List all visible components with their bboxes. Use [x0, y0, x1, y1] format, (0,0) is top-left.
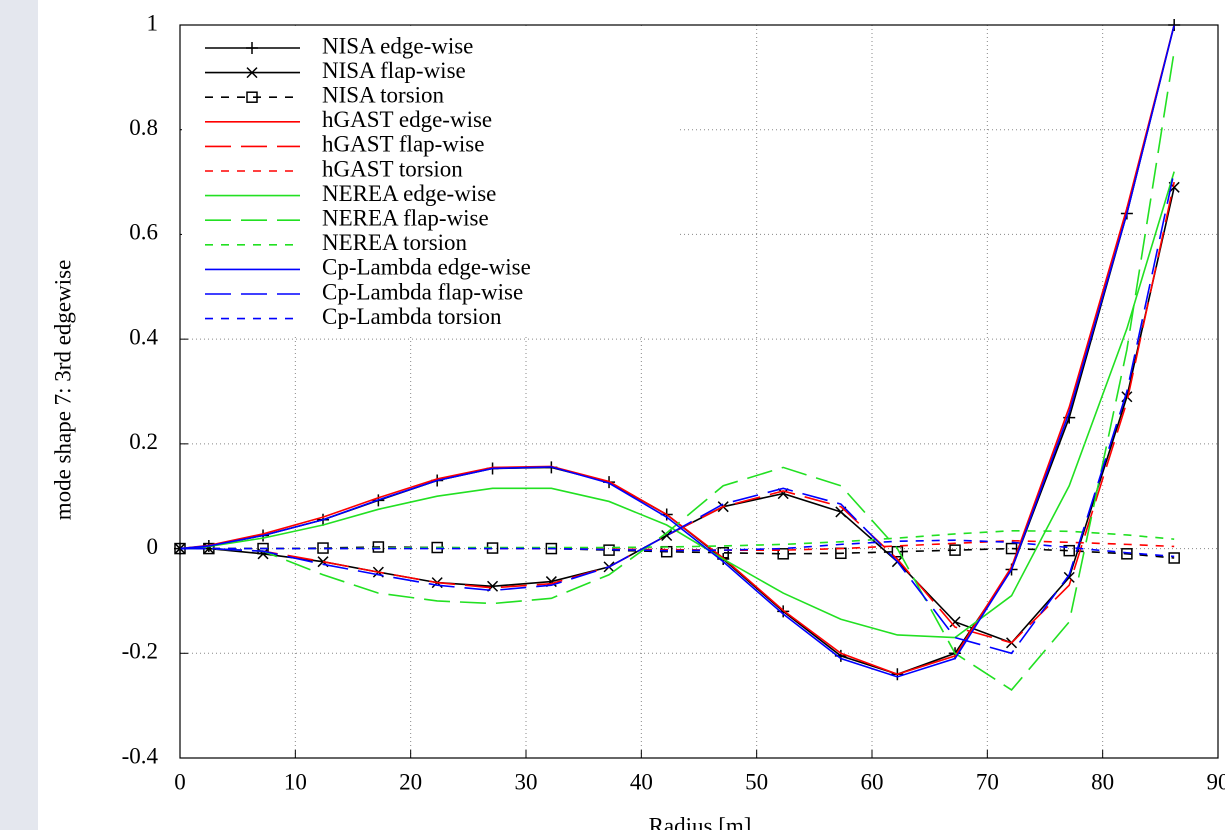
x-tick-label: 40: [630, 769, 653, 794]
x-tick-label: 10: [284, 769, 307, 794]
legend-label: Cp-Lambda flap-wise: [322, 279, 523, 304]
y-tick-label: -0.4: [122, 743, 159, 768]
series-line: [179, 24, 1175, 676]
marker: [1063, 571, 1075, 583]
legend-label: hGAST torsion: [322, 156, 463, 181]
x-tick-label: 20: [399, 769, 422, 794]
series-line: [180, 546, 1175, 559]
legend-label: NEREA edge-wise: [322, 181, 496, 206]
marker: [949, 616, 961, 628]
x-tick-label: 30: [515, 769, 538, 794]
marker: [1168, 552, 1180, 564]
legend-label: hGAST edge-wise: [322, 107, 492, 132]
y-tick-label: 0.2: [129, 429, 158, 454]
series-line: [179, 171, 1175, 639]
legend-background: [182, 27, 677, 336]
legend-label: Cp-Lambda torsion: [322, 304, 502, 329]
marker: [1063, 544, 1075, 557]
y-tick-label: 0.8: [129, 115, 158, 140]
plot-frame: [179, 24, 1219, 759]
legend-marker: [246, 42, 258, 54]
marker: [777, 488, 789, 500]
x-tick-label: 70: [976, 769, 999, 794]
x-tick-label: 80: [1091, 769, 1114, 794]
marker: [372, 541, 385, 553]
x-axis-label: Radius [m]: [649, 813, 752, 830]
series-line: [180, 529, 1175, 550]
legend-label: hGAST flap-wise: [322, 132, 484, 157]
marker: [545, 542, 558, 555]
series-line: [180, 51, 1175, 691]
series-line: [180, 539, 1175, 551]
x-tick-label: 60: [861, 769, 884, 794]
legend-label: NEREA torsion: [322, 230, 468, 255]
legend-label: Cp-Lambda edge-wise: [322, 255, 531, 280]
series-line: [179, 24, 1175, 678]
legend-marker: [246, 67, 258, 79]
marker: [949, 544, 961, 556]
y-tick-label: 1: [147, 10, 159, 35]
legend-label: NEREA flap-wise: [322, 205, 489, 230]
x-tick-label: 90: [1207, 769, 1225, 794]
marker: [1121, 548, 1133, 560]
legend-label: NISA torsion: [322, 82, 445, 107]
marker: [257, 542, 269, 555]
y-tick-label: 0.6: [129, 220, 158, 245]
series-line: [180, 539, 1175, 558]
x-tick-label: 50: [745, 769, 768, 794]
legend-marker: [246, 91, 258, 103]
marker: [661, 529, 673, 542]
series-line: [180, 171, 1175, 655]
marker: [777, 548, 789, 560]
y-tick-label: -0.2: [122, 639, 158, 664]
series-line: [180, 181, 1175, 644]
y-axis-label: mode shape 7: 3rd edgewise: [50, 260, 75, 521]
x-tick-label: 0: [174, 769, 186, 794]
y-tick-label: 0: [147, 534, 159, 559]
marker: [891, 545, 904, 558]
marker: [1005, 542, 1018, 555]
y-tick-label: 0.4: [129, 324, 158, 349]
legend-label: NISA flap-wise: [322, 58, 466, 83]
legend-label: NISA edge-wise: [322, 33, 473, 58]
